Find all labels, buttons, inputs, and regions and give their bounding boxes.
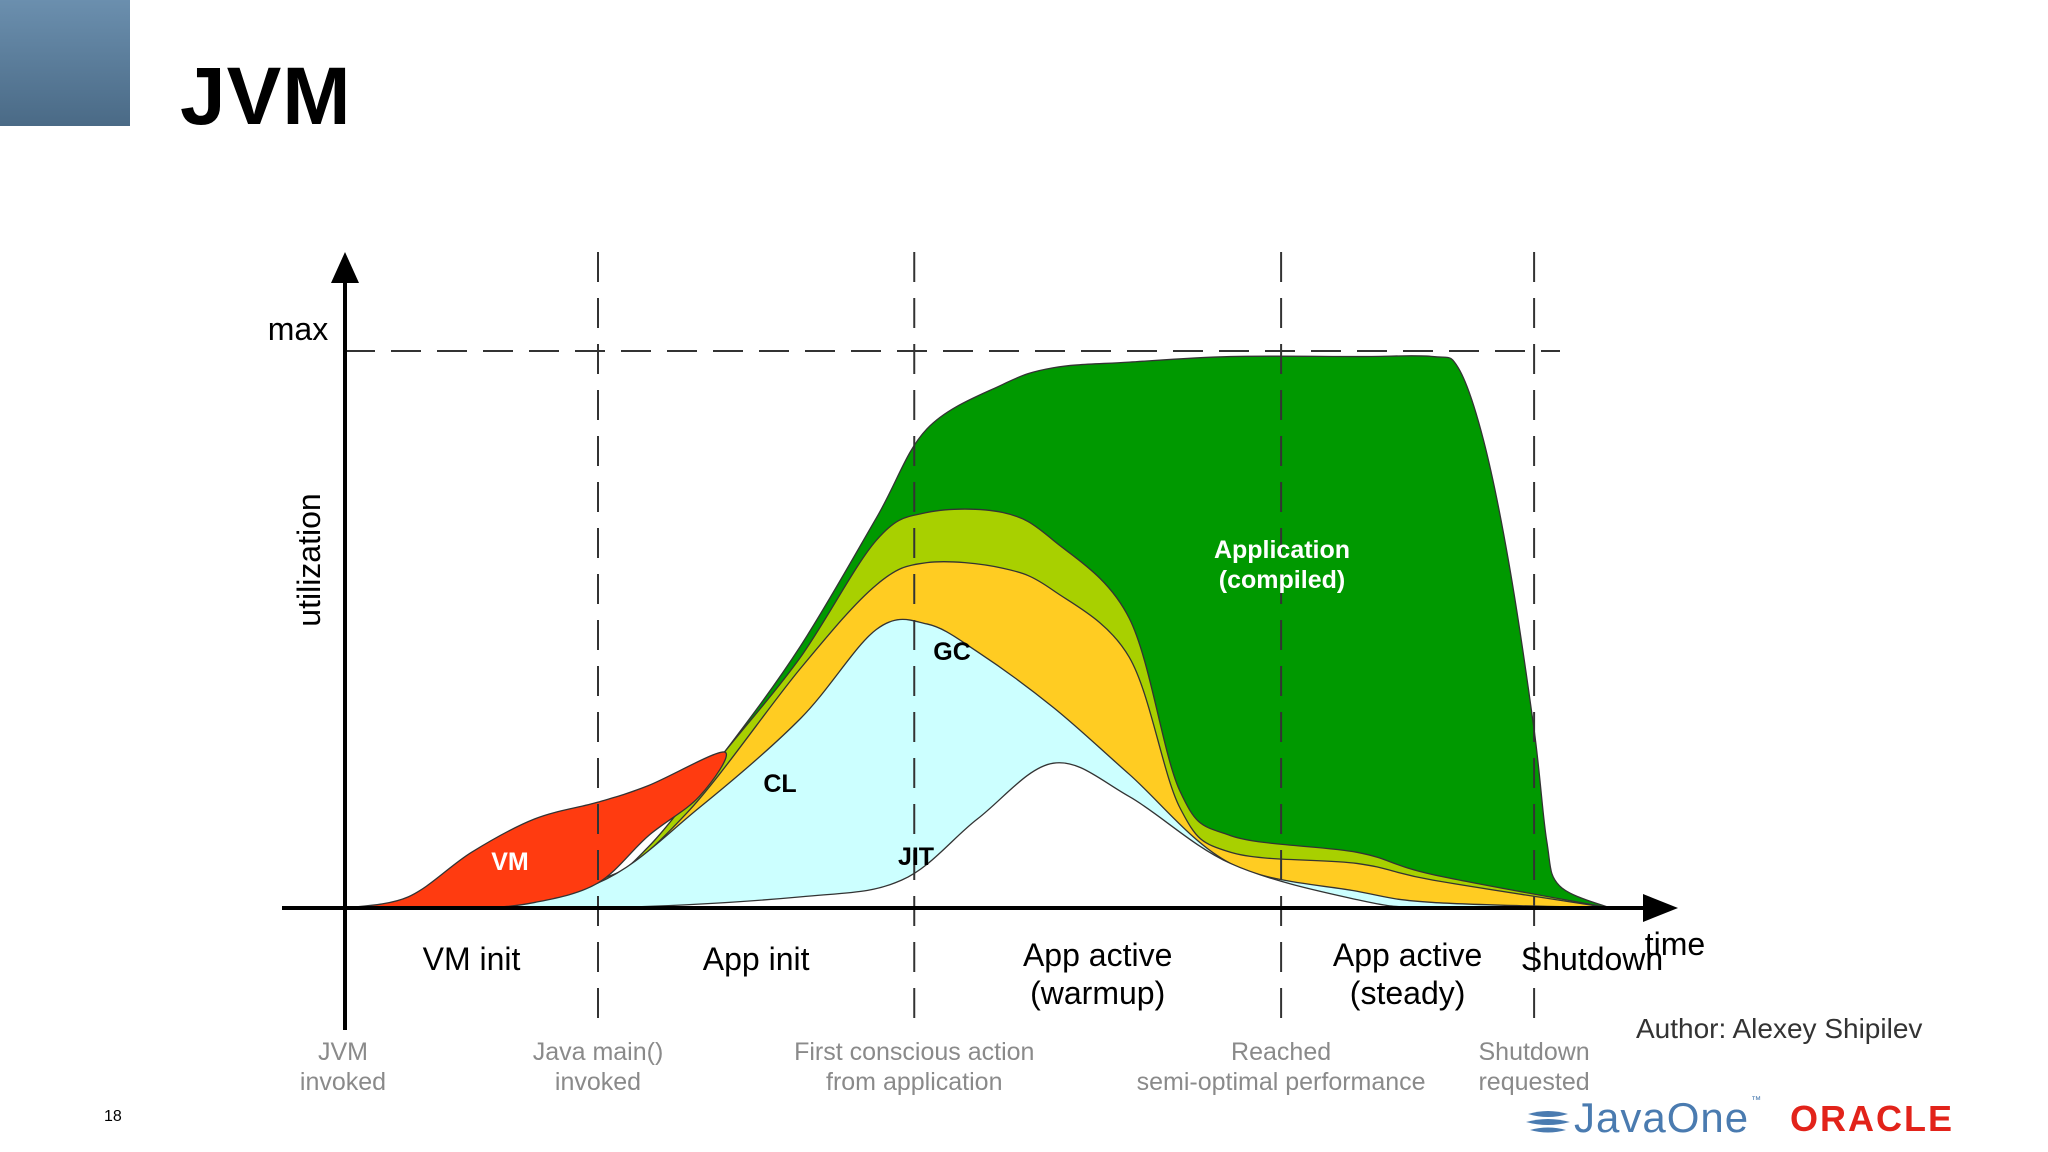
- phase-label-app-active-warmup-line1: App active: [1023, 937, 1172, 973]
- marker-caption-java-main-invoked-line1: Java main(): [533, 1038, 664, 1066]
- phase-label-app-active-warmup-line2: (warmup): [1030, 975, 1165, 1011]
- author-credit: Author: Alexey Shipilev: [1636, 1013, 1923, 1044]
- javaone-logo: JavaOne ™: [1522, 1094, 1762, 1141]
- area-vm: [344, 751, 728, 910]
- y-max-label: max: [268, 311, 328, 347]
- series-label-cl: CL: [763, 770, 796, 798]
- oracle-logo: ORACLE: [1790, 1098, 1954, 1139]
- javaone-wordmark: JavaOne: [1574, 1094, 1750, 1141]
- marker-caption-jvm-invoked-line2: invoked: [300, 1068, 386, 1096]
- marker-caption-shutdown-requested-line2: requested: [1478, 1068, 1589, 1096]
- phase-label-shutdown: Shutdown: [1521, 941, 1663, 977]
- series-label-application-compiled-line2: (compiled): [1219, 566, 1345, 594]
- marker-caption-first-conscious-action-from-application-line1: First conscious action: [794, 1038, 1034, 1066]
- slide-title: JVM: [180, 51, 352, 142]
- page-number: 18: [104, 1108, 122, 1125]
- java-cup-icon: [1526, 1111, 1570, 1133]
- phase-label-app-init: App init: [703, 941, 810, 977]
- phase-label-app-active-steady-line1: App active: [1333, 937, 1482, 973]
- y-axis-label: utilization: [291, 493, 327, 626]
- y-axis-arrow-icon: [331, 252, 359, 283]
- area-jit: [344, 762, 1611, 910]
- series-label-gc: GC: [933, 638, 971, 666]
- marker-caption-first-conscious-action-from-application-line2: from application: [826, 1068, 1002, 1096]
- phase-label-vm-init: VM init: [423, 941, 521, 977]
- corner-accent-block: [0, 0, 130, 126]
- series-label-jit: JIT: [898, 843, 934, 871]
- series-label-vm: VM: [491, 848, 529, 876]
- marker-caption-reached-semi-optimal-performance-line1: Reached: [1231, 1038, 1331, 1066]
- marker-caption-shutdown-requested-line1: Shutdown: [1478, 1038, 1589, 1066]
- javaone-trademark: ™: [1751, 1095, 1762, 1106]
- x-axis-label: time: [1645, 926, 1705, 962]
- marker-caption-jvm-invoked-line1: JVM: [318, 1038, 368, 1066]
- marker-caption-reached-semi-optimal-performance-line2: semi-optimal performance: [1137, 1068, 1426, 1096]
- x-axis-arrow-icon: [1643, 894, 1678, 922]
- series-label-application-compiled-line1: Application: [1214, 536, 1350, 564]
- marker-caption-java-main-invoked-line2: invoked: [555, 1068, 641, 1096]
- phase-label-app-active-steady-line2: (steady): [1350, 975, 1466, 1011]
